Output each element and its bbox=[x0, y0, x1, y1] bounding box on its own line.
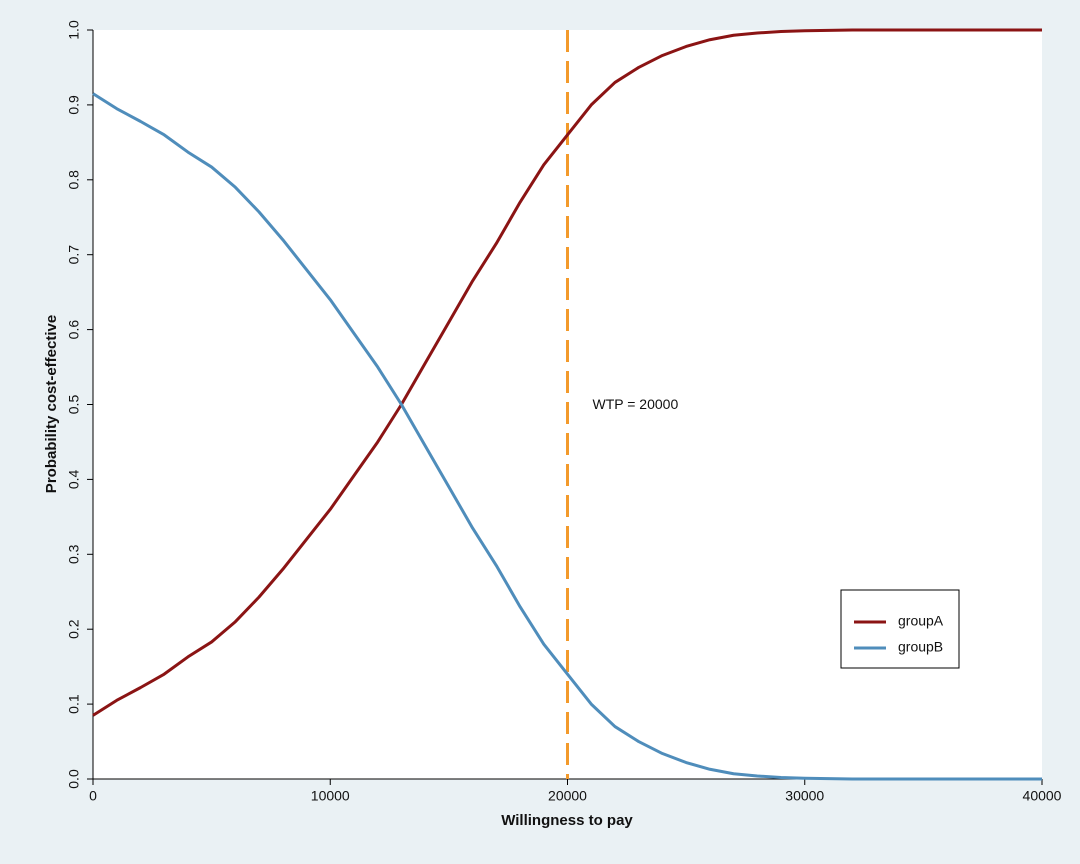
x-tick-label: 10000 bbox=[311, 788, 350, 804]
series-line bbox=[92, 28, 1042, 717]
legend-label: groupA bbox=[898, 613, 944, 629]
x-tick-label: 20000 bbox=[548, 788, 587, 804]
y-tick-label: 0.4 bbox=[66, 469, 82, 489]
legend-box bbox=[840, 589, 960, 669]
series-line bbox=[92, 92, 1042, 781]
y-tick-label: 0.1 bbox=[66, 694, 82, 714]
y-tick-label: 0.0 bbox=[66, 769, 82, 789]
x-axis-title: Willingness to pay bbox=[501, 812, 633, 829]
reference-label: WTP = 20000 bbox=[593, 396, 679, 412]
y-axis-title: Probability cost-effective bbox=[43, 315, 60, 493]
x-tick-label: 40000 bbox=[1023, 788, 1062, 804]
y-tick-label: 0.2 bbox=[66, 619, 82, 639]
x-tick-label: 30000 bbox=[785, 788, 824, 804]
y-tick-label: 0.9 bbox=[66, 95, 82, 115]
legend-label: groupB bbox=[898, 639, 943, 655]
y-tick-label: 0.3 bbox=[66, 544, 82, 564]
y-tick-label: 0.6 bbox=[66, 320, 82, 340]
x-tick-label: 0 bbox=[89, 788, 97, 804]
y-tick-label: 0.7 bbox=[66, 245, 82, 265]
y-tick-label: 1.0 bbox=[66, 20, 82, 40]
y-tick-label: 0.8 bbox=[66, 170, 82, 190]
y-tick-label: 0.5 bbox=[66, 395, 82, 415]
